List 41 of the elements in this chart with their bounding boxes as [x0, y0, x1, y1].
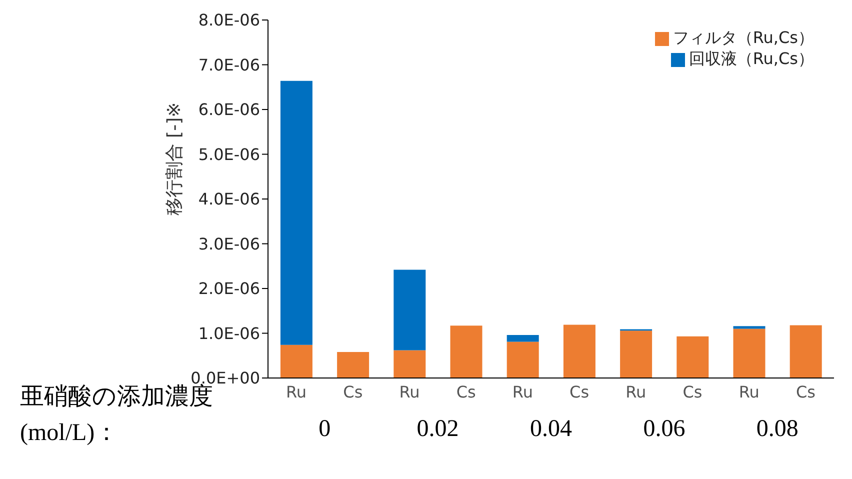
- bar: [394, 350, 426, 378]
- y-tick-label: 7.0E-06: [198, 55, 260, 74]
- bar: [676, 336, 709, 378]
- bar: [506, 342, 539, 378]
- text: 0.04: [529, 416, 573, 443]
- text: 0: [318, 416, 332, 443]
- x-tick-label: Cs: [682, 382, 702, 402]
- bar: [394, 270, 426, 350]
- bar: [563, 324, 596, 378]
- bar: [790, 325, 822, 378]
- legend-label: 回収液（Ru,Cs）: [688, 49, 814, 68]
- text: (mol/L)：: [20, 419, 119, 448]
- y-tick-label: 4.0E-06: [198, 190, 260, 209]
- bar: [733, 328, 766, 378]
- y-tick-label: 5.0E-06: [198, 144, 260, 164]
- bar: [280, 344, 312, 378]
- x-tick-label: Ru: [626, 382, 646, 402]
- y-tick-label: 8.0E-06: [198, 10, 260, 30]
- bar: [337, 352, 370, 378]
- x-tick-label: Ru: [286, 382, 307, 402]
- bar: [733, 326, 766, 329]
- bar: [506, 335, 539, 342]
- text: 0.02: [416, 416, 460, 443]
- legend-label: フィルタ（Ru,Cs）: [672, 28, 814, 47]
- y-tick-label: 3.0E-06: [198, 234, 260, 254]
- y-tick-label: 6.0E-06: [198, 100, 260, 120]
- x-tick-label: Cs: [456, 382, 476, 402]
- x-tick-label: Ru: [512, 382, 533, 402]
- x-tick-label: Cs: [796, 382, 816, 402]
- text: 0.06: [642, 416, 686, 443]
- y-tick-label: 1.0E-06: [198, 324, 260, 343]
- x-tick-label: Cs: [570, 382, 590, 402]
- text: 0.08: [755, 416, 800, 443]
- bar: [280, 80, 312, 345]
- x-tick-label: Ru: [738, 382, 760, 402]
- bar: [620, 330, 652, 378]
- y-tick-label: 2.0E-06: [198, 279, 260, 298]
- x-tick-label: Ru: [399, 382, 420, 402]
- x-tick-label: Cs: [343, 382, 363, 402]
- y-axis-title: 移行割合 [-]※: [164, 102, 185, 216]
- bar: [450, 326, 482, 378]
